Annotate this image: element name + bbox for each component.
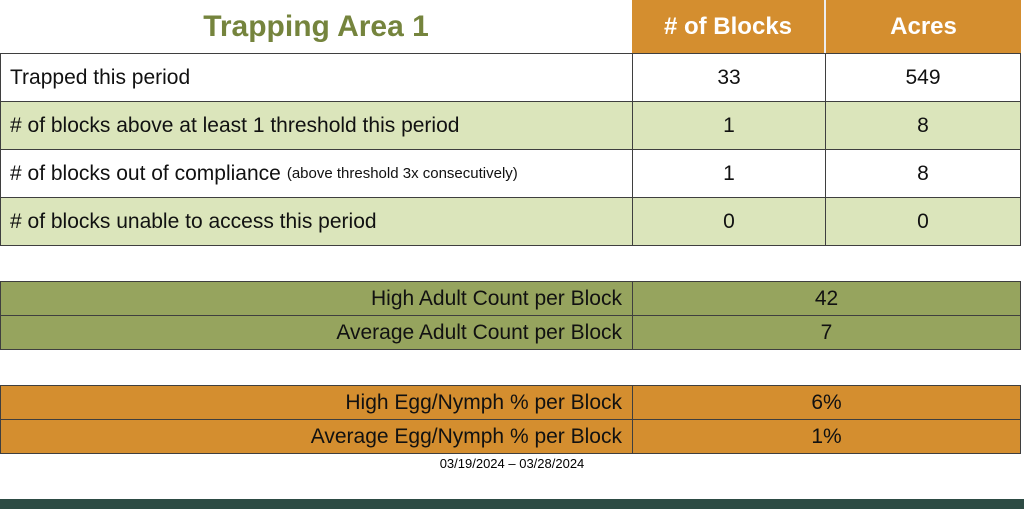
acres-value: 8 <box>917 113 929 137</box>
adult-count-table: High Adult Count per Block 42 Average Ad… <box>0 281 1021 350</box>
blocks-value: 0 <box>633 198 826 245</box>
row-value: 1% <box>811 424 842 448</box>
column-header-blocks: # of Blocks <box>632 0 826 53</box>
row-label: # of blocks unable to access this period <box>10 209 377 233</box>
acres-value: 0 <box>917 209 929 233</box>
summary-table: Trapped this period 33 549 # of blocks a… <box>0 53 1021 246</box>
acres-value: 549 <box>905 65 941 89</box>
date-range: 03/19/2024 – 03/28/2024 <box>439 456 585 471</box>
page-title: Trapping Area 1 <box>203 9 429 43</box>
table-row: Trapped this period 33 549 <box>1 54 1020 101</box>
row-label: # of blocks above at least 1 threshold t… <box>10 113 460 137</box>
bottom-accent-bar <box>0 499 1024 509</box>
table-row: # of blocks unable to access this period… <box>1 197 1020 245</box>
row-label-note: (above threshold 3x consecutively) <box>286 165 518 182</box>
row-label: High Egg/Nymph % per Block <box>1 386 633 419</box>
row-label: # of blocks out of compliance <box>10 161 281 185</box>
table-row: High Adult Count per Block 42 <box>1 282 1020 315</box>
table-row: # of blocks out of compliance (above thr… <box>1 149 1020 197</box>
blocks-value: 33 <box>633 54 826 101</box>
blocks-value: 1 <box>633 102 826 149</box>
row-value: 42 <box>814 286 839 310</box>
row-label: Average Egg/Nymph % per Block <box>1 420 633 453</box>
row-value: 7 <box>820 320 833 344</box>
table-row: High Egg/Nymph % per Block 6% <box>1 386 1020 419</box>
row-value: 6% <box>811 390 842 414</box>
column-header-acres: Acres <box>826 0 1021 53</box>
table-row: Average Adult Count per Block 7 <box>1 315 1020 349</box>
table-row: Average Egg/Nymph % per Block 1% <box>1 419 1020 453</box>
table-row: # of blocks above at least 1 threshold t… <box>1 101 1020 149</box>
row-label: High Adult Count per Block <box>1 282 633 315</box>
blocks-value: 1 <box>633 150 826 197</box>
row-label: Average Adult Count per Block <box>1 316 633 349</box>
row-label: Trapped this period <box>10 65 191 89</box>
acres-value: 8 <box>917 161 929 185</box>
egg-nymph-table: High Egg/Nymph % per Block 6% Average Eg… <box>0 385 1021 454</box>
